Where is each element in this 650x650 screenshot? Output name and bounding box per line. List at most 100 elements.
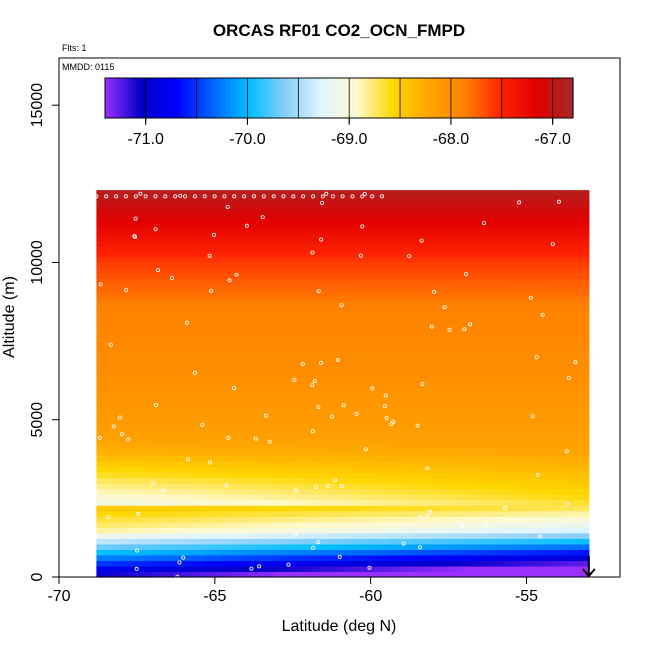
field-cell: [204, 505, 213, 512]
field-cell: [227, 223, 236, 230]
field-cell: [450, 378, 459, 385]
field-cell: [527, 311, 536, 318]
field-cell: [565, 438, 575, 445]
field-cell: [442, 527, 451, 534]
field-cell: [319, 416, 328, 423]
field-cell: [481, 372, 490, 379]
track-point: [311, 545, 316, 550]
field-cell: [281, 295, 290, 302]
field-cell: [134, 488, 144, 495]
field-cell: [134, 444, 144, 451]
field-cell: [219, 239, 228, 246]
field-cell: [281, 416, 290, 423]
field-cell: [273, 195, 282, 202]
field-cell: [250, 317, 259, 324]
field-cell: [165, 245, 174, 252]
field-cell: [250, 565, 259, 573]
field-cell: [281, 378, 290, 385]
field-cell: [358, 328, 367, 335]
field-cell: [273, 212, 282, 219]
field-cell: [434, 466, 444, 473]
field-cell: [319, 372, 328, 379]
field-cell: [257, 483, 267, 490]
field-cell: [273, 466, 282, 473]
field-cell: [227, 339, 236, 346]
field-cell: [219, 217, 228, 224]
field-cell: [211, 505, 221, 512]
field-cell: [527, 477, 536, 484]
field-cell: [265, 505, 274, 512]
colorbar-swatch: [541, 78, 547, 118]
field-cell: [419, 571, 428, 578]
field-cell: [365, 460, 374, 468]
field-cell: [388, 505, 398, 512]
field-cell: [542, 267, 551, 274]
field-cell: [519, 438, 528, 445]
field-cell: [211, 543, 221, 550]
field-cell: [250, 245, 259, 252]
field-cell: [211, 228, 221, 235]
field-cell: [527, 488, 536, 495]
field-cell: [442, 300, 451, 307]
field-cell: [181, 306, 190, 313]
field-cell: [481, 228, 490, 235]
field-cell: [465, 521, 475, 528]
field-cell: [550, 223, 559, 230]
field-cell: [296, 416, 305, 423]
field-cell: [504, 538, 513, 545]
field-cell: [434, 217, 444, 224]
field-cell: [381, 444, 390, 451]
field-cell: [473, 350, 482, 357]
field-cell: [219, 372, 228, 379]
field-cell: [165, 306, 174, 313]
field-cell: [296, 278, 305, 285]
field-cell: [573, 427, 582, 434]
field-cell: [534, 560, 544, 567]
field-cell: [127, 333, 136, 340]
field-cell: [519, 560, 528, 567]
field-cell: [234, 228, 244, 235]
field-cell: [404, 565, 413, 573]
field-cell: [388, 471, 398, 479]
field-cell: [388, 499, 398, 506]
field-cell: [296, 234, 305, 241]
colorbar-swatch: [420, 78, 426, 118]
field-cell: [288, 411, 298, 418]
field-cell: [558, 466, 567, 473]
field-cell: [488, 427, 498, 434]
field-cell: [358, 372, 367, 379]
field-cell: [527, 543, 536, 550]
field-cell: [219, 206, 228, 213]
field-cell: [150, 344, 159, 351]
field-cell: [142, 355, 151, 363]
field-cell: [257, 565, 267, 573]
field-cell: [165, 494, 174, 501]
field-cell: [219, 521, 228, 528]
field-cell: [342, 289, 351, 296]
field-cell: [396, 267, 405, 274]
field-cell: [119, 311, 128, 318]
field-cell: [157, 206, 167, 213]
field-cell: [165, 416, 174, 423]
field-cell: [427, 411, 436, 418]
field-cell: [104, 405, 113, 412]
field-cell: [196, 245, 205, 252]
field-cell: [250, 433, 259, 440]
field-cell: [227, 295, 236, 302]
field-cell: [358, 389, 367, 396]
field-cell: [288, 366, 298, 374]
field-cell: [342, 273, 351, 280]
field-cell: [157, 521, 167, 528]
field-cell: [227, 444, 236, 451]
field-cell: [219, 549, 228, 556]
field-cell: [519, 250, 528, 258]
field-cell: [481, 245, 490, 252]
field-cell: [211, 190, 221, 197]
field-cell: [273, 261, 282, 269]
track-point: [463, 272, 468, 277]
field-cell: [242, 311, 251, 318]
field-cell: [411, 538, 421, 545]
field-cell: [281, 532, 290, 539]
field-cell: [450, 245, 459, 252]
field-cell: [257, 273, 267, 280]
